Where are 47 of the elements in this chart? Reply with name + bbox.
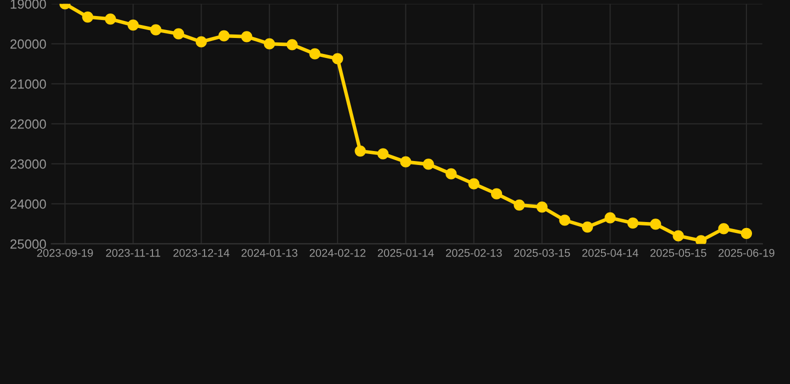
y-tick-label: 20000 [10,39,46,49]
y-tick-label: 25000 [10,239,46,249]
point [82,11,94,23]
point [718,223,730,234]
point [104,13,116,25]
x-tick-label: 2025-05-15 [650,248,706,257]
point [286,39,298,50]
point [695,235,707,244]
x-tick-label: 2025-01-14 [378,248,434,257]
point [604,212,616,224]
y-tick-label: 21000 [10,79,46,89]
point [377,148,389,160]
point [218,30,230,42]
point [309,48,320,60]
x-tick-label: 2025-02-13 [446,248,502,257]
y-tick-label: 24000 [10,199,46,209]
point [264,38,275,50]
x-tick-label: 2025-04-14 [582,248,638,257]
x-tick-label: 2023-09-19 [37,248,93,257]
point [354,145,366,157]
point [672,230,684,242]
x-tick-label: 2023-12-14 [173,248,230,257]
point [536,201,548,213]
x-tick-label: 2025-03-15 [514,248,570,257]
x-tick-label: 2024-01-13 [242,248,298,257]
point [627,217,638,229]
point [332,53,344,64]
point [559,214,570,226]
point [491,188,502,200]
point [196,36,207,48]
point [740,228,752,239]
point [582,221,593,233]
point [468,178,480,190]
point [446,168,457,180]
point [400,156,412,168]
point [422,158,434,170]
y-tick-label: 22000 [10,119,46,129]
x-tick-label: 2023-11-11 [106,248,160,257]
x-tick-label: 2024-02-12 [310,248,366,257]
point [514,199,525,211]
point [650,218,662,230]
x-tick-label: 2025-06-19 [718,248,774,257]
point [128,19,139,31]
y-tick-label: 23000 [10,159,46,169]
point [241,31,252,42]
point [150,24,162,36]
point [173,28,184,40]
